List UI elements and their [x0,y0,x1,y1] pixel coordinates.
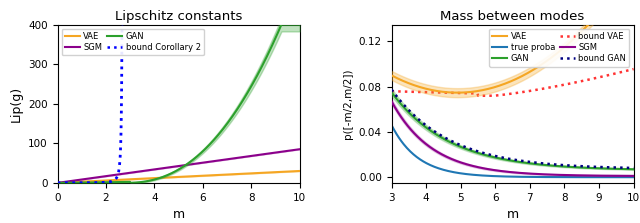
Title: Lipschitz constants: Lipschitz constants [115,10,243,23]
Legend: VAE, true proba, GAN, bound VAE, SGM, bound GAN: VAE, true proba, GAN, bound VAE, SGM, bo… [489,29,629,66]
X-axis label: m: m [173,208,185,221]
Legend: VAE, SGM, GAN, bound Corollary 2: VAE, SGM, GAN, bound Corollary 2 [62,29,204,56]
Y-axis label: Lip(g): Lip(g) [10,86,22,122]
Y-axis label: p([-m/2,m/2]): p([-m/2,m/2]) [343,68,353,139]
Title: Mass between modes: Mass between modes [440,10,585,23]
X-axis label: m: m [506,208,518,221]
